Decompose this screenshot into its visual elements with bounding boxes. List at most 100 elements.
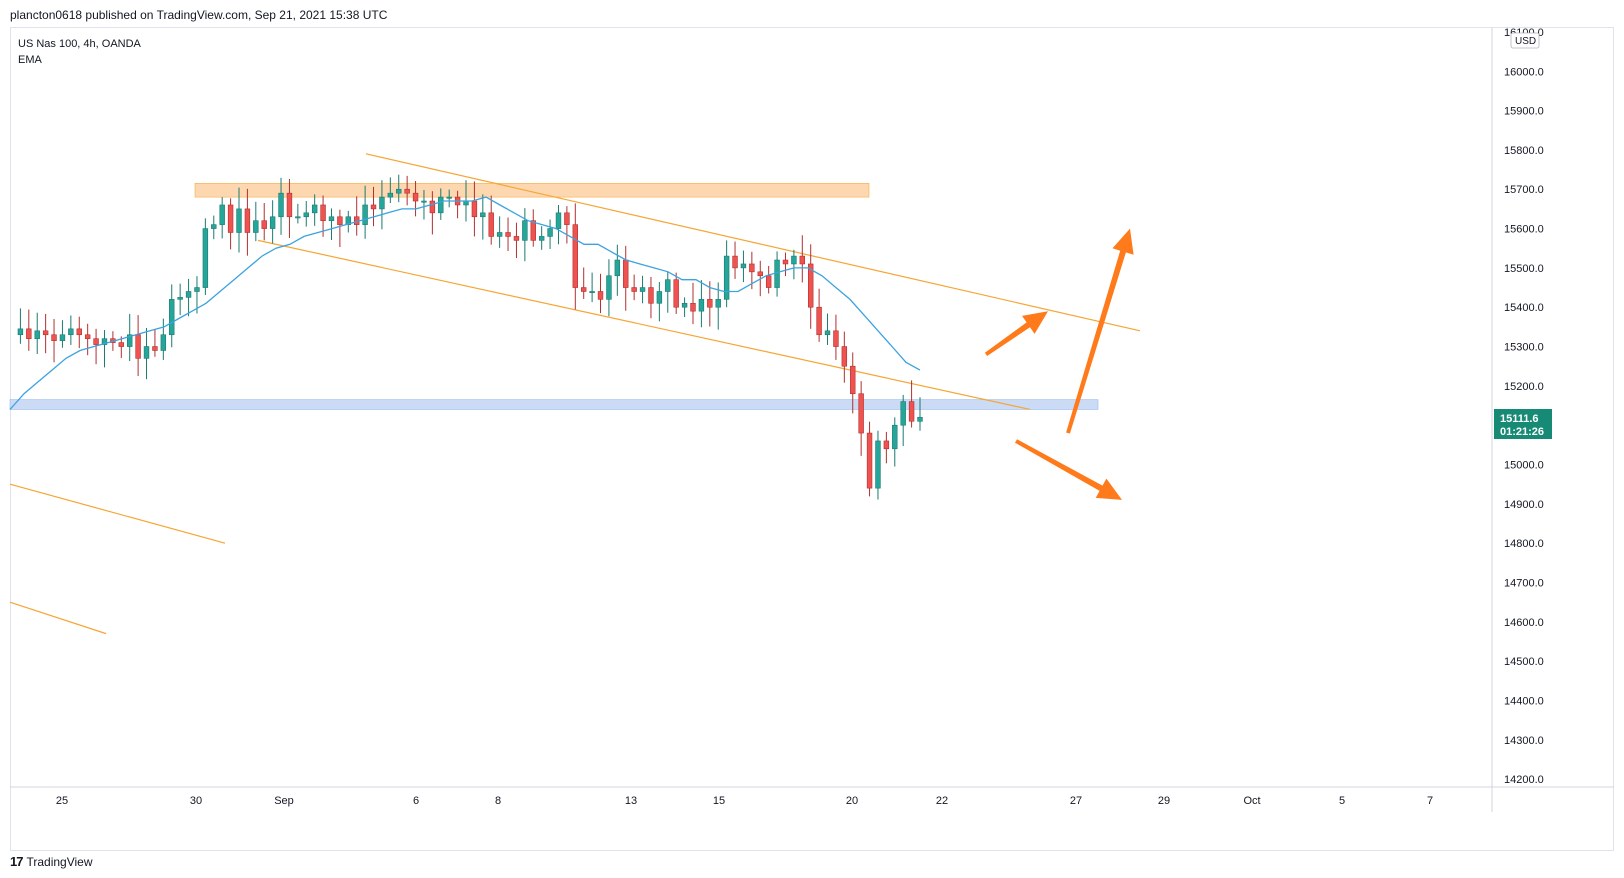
candle-body (639, 287, 646, 292)
candle-body (547, 228, 553, 237)
chart-frame (10, 27, 1614, 851)
candle-body (698, 299, 705, 312)
trend-line-lower-left-1 (9, 483, 226, 544)
candle-body (824, 330, 831, 336)
candle-body (261, 220, 267, 229)
candle-body (488, 212, 494, 237)
candle-body (244, 208, 251, 233)
candle-body (623, 259, 629, 288)
time-tick-label: 8 (495, 795, 501, 807)
time-tick-label: 29 (1158, 795, 1170, 807)
price-tick-label: 14600.0 (1504, 617, 1544, 629)
candle-body (564, 212, 570, 225)
candle-body (530, 220, 536, 241)
channel-upper-line (365, 153, 1141, 332)
candle-body (337, 216, 343, 225)
candle-body (522, 220, 528, 241)
candle-body (513, 236, 520, 241)
candle-body (732, 255, 738, 269)
time-tick-label: 7 (1427, 795, 1433, 807)
last-price-tag (1494, 409, 1552, 439)
time-tick-label: 6 (413, 795, 419, 807)
time-tick-label: 13 (625, 795, 637, 807)
ema-line (9, 196, 921, 410)
indicator-label: EMA (18, 54, 42, 66)
candle-body (480, 212, 486, 218)
candle-body (665, 279, 671, 292)
candle-body (538, 236, 545, 241)
countdown-label: 01:21:26 (1500, 426, 1544, 438)
candle-body (749, 263, 755, 273)
price-tick-label: 15800.0 (1504, 145, 1544, 157)
candle-body (917, 417, 923, 422)
candle-body (715, 299, 721, 308)
candle-body (597, 291, 604, 300)
candle-body (396, 188, 402, 194)
candle-body (269, 216, 276, 229)
candle-body (765, 275, 772, 288)
candle-body (589, 291, 595, 293)
price-tick-label: 15400.0 (1504, 302, 1544, 314)
footer[interactable]: 17 TradingView (10, 854, 93, 869)
price-tick-label: 15500.0 (1504, 263, 1544, 275)
candle-body (833, 330, 839, 347)
candle-body (59, 334, 66, 341)
candle-body (606, 275, 612, 300)
candle-body (34, 330, 40, 339)
currency-label: USD (1515, 36, 1536, 47)
price-tick-label: 14400.0 (1504, 695, 1544, 707)
publisher-line: plancton0618 published on TradingView.co… (10, 8, 388, 22)
candle-body (194, 287, 200, 292)
candle-body (152, 346, 158, 351)
time-tick-label: Sep (274, 795, 294, 807)
candle-body (362, 204, 368, 225)
candle-body (900, 401, 906, 426)
candle-body (253, 220, 259, 233)
price-tick-label: 15300.0 (1504, 342, 1544, 354)
candle-body (648, 287, 654, 304)
candle-body (303, 212, 309, 218)
channel-lower-line (257, 239, 1031, 411)
candle-body (118, 342, 124, 347)
candle-body (127, 334, 133, 347)
price-tick-label: 15200.0 (1504, 381, 1544, 393)
candle-body (143, 346, 150, 359)
candle-body (311, 204, 318, 214)
candle-body (892, 424, 898, 450)
candle-body (446, 196, 452, 199)
price-tick-label: 14200.0 (1504, 774, 1544, 786)
price-tick-label: 15700.0 (1504, 184, 1544, 196)
candle-body (707, 299, 713, 308)
candle-body (101, 338, 108, 345)
candle-body (185, 291, 192, 298)
chart-legend: US Nas 100, 4h, OANDA EMA (18, 36, 141, 68)
candle-body (328, 216, 335, 221)
candle-body (681, 302, 688, 308)
candle-body (782, 259, 789, 265)
candle-body (673, 279, 679, 308)
candle-body (42, 330, 49, 336)
candle-body (227, 204, 234, 233)
candle-body (76, 328, 82, 336)
candle-body (84, 334, 91, 339)
candle-body (808, 263, 814, 308)
candle-body (723, 255, 730, 300)
candle-body (412, 192, 419, 202)
direction-arrow-1 (1066, 228, 1134, 434)
time-tick-label: 22 (936, 795, 948, 807)
candle-body (93, 338, 99, 345)
candle-body (51, 334, 57, 341)
candle-body (160, 334, 167, 351)
price-tick-label: 14900.0 (1504, 499, 1544, 511)
candle-body (169, 299, 175, 336)
price-tick-label: 14500.0 (1504, 656, 1544, 668)
candle-body (631, 287, 637, 292)
candle-body (841, 346, 848, 367)
candle-body (286, 192, 293, 218)
candle-body (656, 291, 663, 304)
candle-body (404, 188, 410, 194)
candle-body (690, 302, 696, 312)
time-tick-label: 27 (1070, 795, 1082, 807)
candle-body (614, 259, 621, 277)
